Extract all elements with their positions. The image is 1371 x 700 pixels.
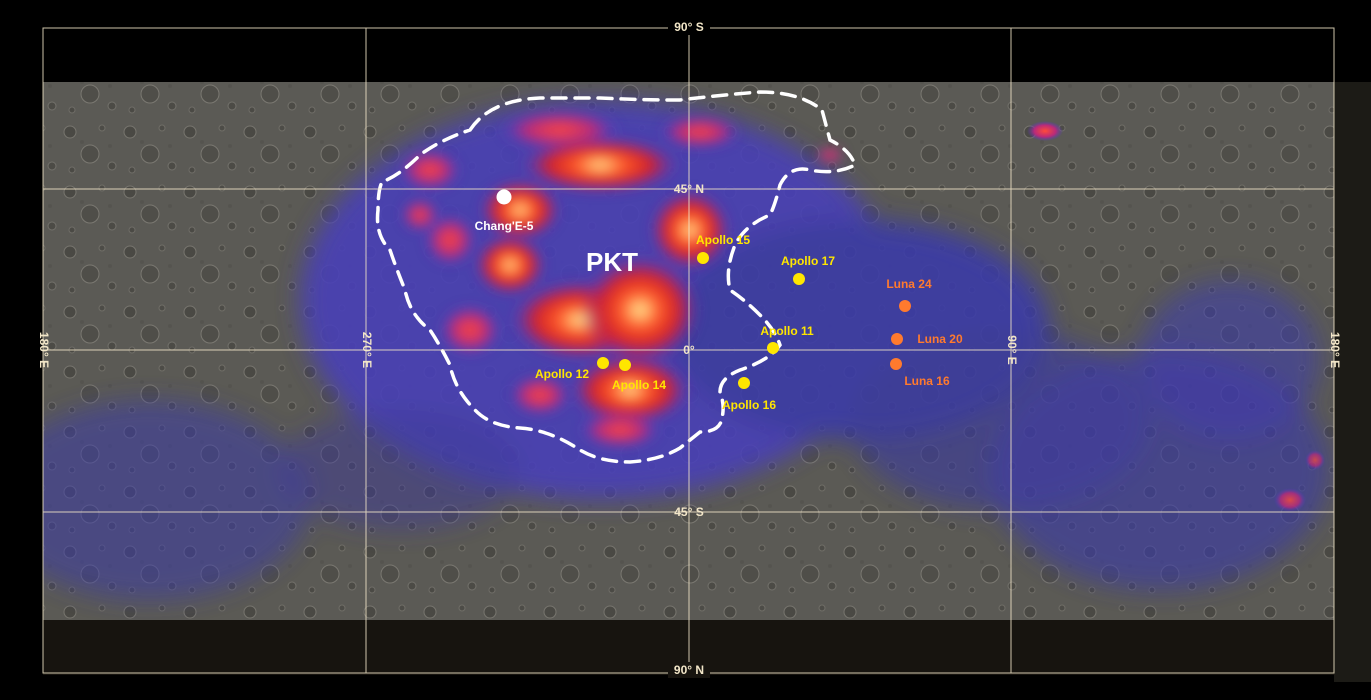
landing-sites: Chang'E-5 Apollo 15 Apollo 17 Apollo 11 … [475, 189, 963, 412]
site-label-apollo15: Apollo 15 [696, 233, 750, 247]
site-label-luna24: Luna 24 [886, 277, 932, 291]
label-lon-90: 90° E [1005, 335, 1019, 364]
pkt-boundary [375, 90, 858, 464]
label-lat-45n: 45° N [674, 182, 704, 196]
pkt-region-label: PKT [586, 247, 638, 277]
hotspot [1027, 121, 1063, 141]
site-label-apollo12: Apollo 12 [535, 367, 589, 381]
site-label-change5: Chang'E-5 [475, 219, 534, 233]
label-lat-bottom: 90° N [674, 663, 704, 677]
site-label-apollo11: Apollo 11 [760, 324, 814, 338]
site-marker-luna24 [899, 300, 911, 312]
label-lon-right: 180° E [1328, 332, 1342, 368]
site-marker-apollo15 [697, 252, 709, 264]
label-lat-top: 90° S [674, 20, 703, 34]
site-marker-apollo12 [597, 357, 609, 369]
label-lon-270: 270° E [360, 332, 374, 368]
label-lat-0: 0° [683, 343, 695, 357]
site-marker-apollo11 [767, 342, 779, 354]
site-marker-apollo17 [793, 273, 805, 285]
moon-surface [43, 82, 1334, 620]
site-marker-luna20 [891, 333, 903, 345]
site-marker-apollo16 [738, 377, 750, 389]
label-lon-left: 180° E [37, 332, 51, 368]
grid-labels: 90° S 45° N 0° 45° S 90° N 180° E 270° E… [37, 19, 1342, 678]
label-lat-45s: 45° S [674, 505, 703, 519]
site-label-apollo17: Apollo 17 [781, 254, 835, 268]
site-marker-apollo14 [619, 359, 631, 371]
site-label-apollo16: Apollo 16 [722, 398, 776, 412]
site-label-luna20: Luna 20 [917, 332, 963, 346]
site-marker-luna16 [890, 358, 902, 370]
site-marker-change5 [496, 189, 512, 205]
site-label-luna16: Luna 16 [904, 374, 950, 388]
site-label-apollo14: Apollo 14 [612, 378, 666, 392]
